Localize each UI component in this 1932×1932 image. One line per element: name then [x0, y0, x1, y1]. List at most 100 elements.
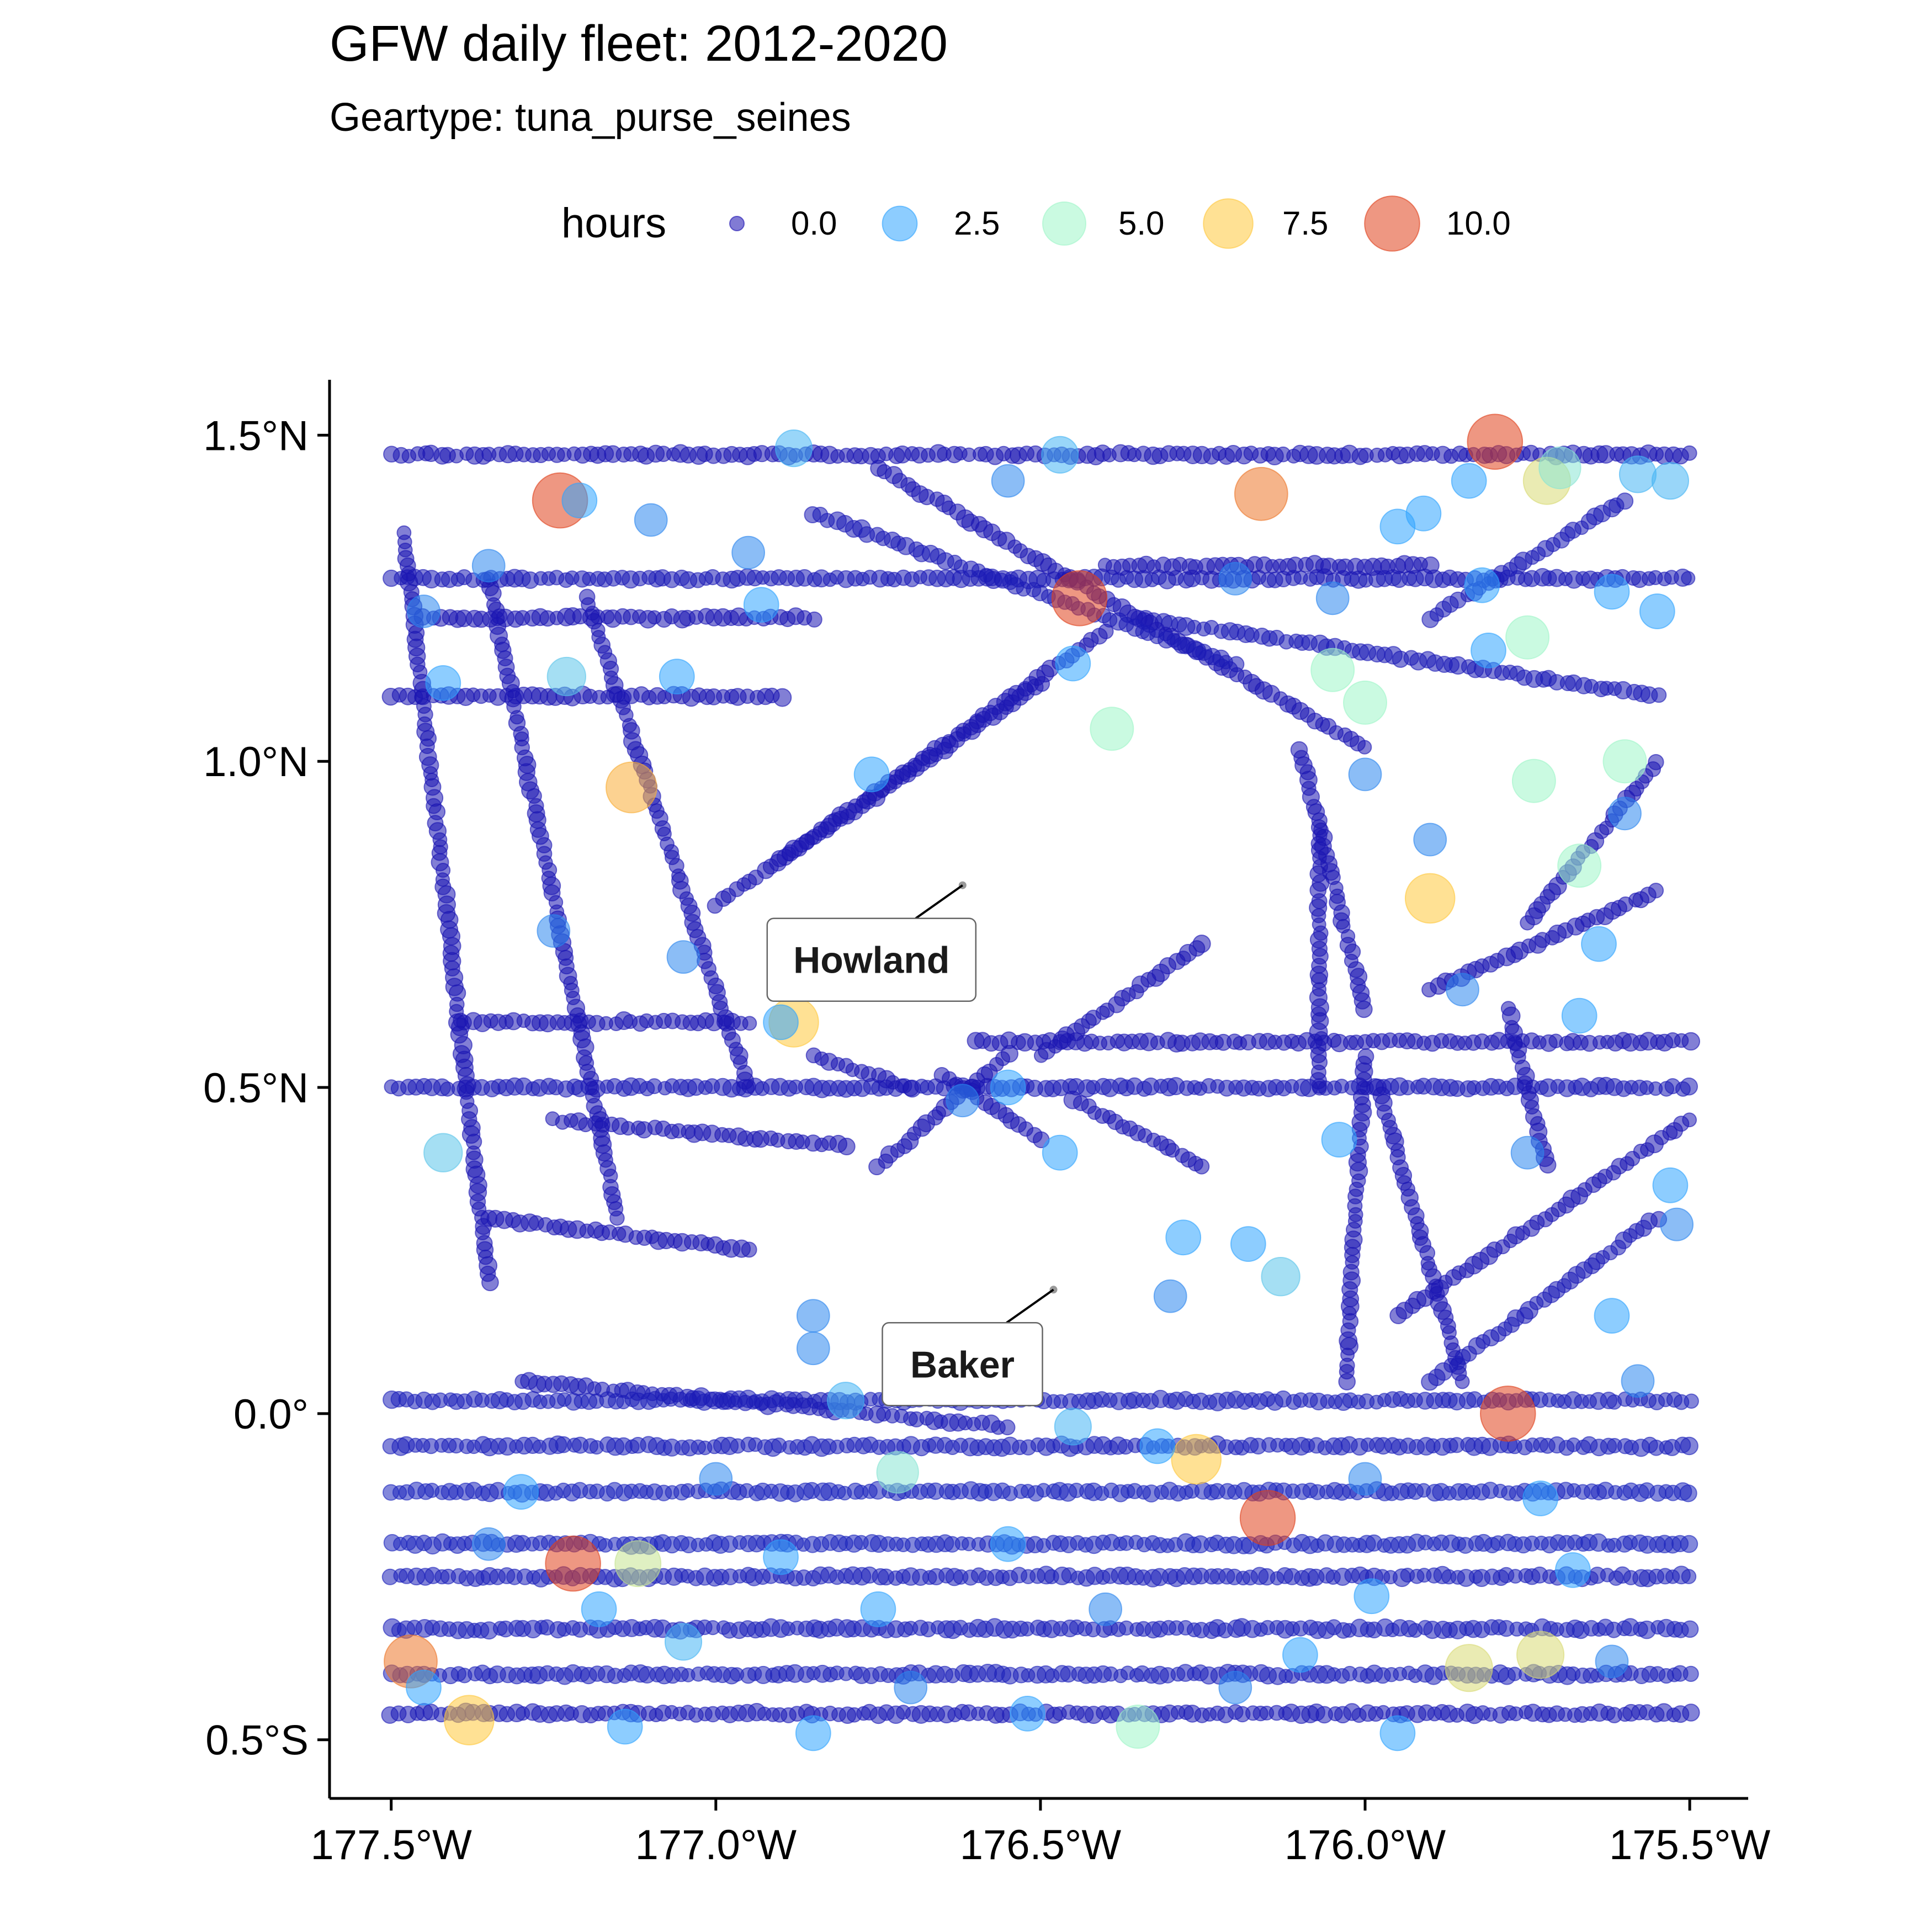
- data-point: [503, 1474, 539, 1510]
- track-point: [1682, 1112, 1697, 1128]
- data-point: [827, 1382, 865, 1420]
- legend-item: 2.5: [882, 205, 1000, 242]
- data-point: [1165, 1219, 1202, 1256]
- data-point: [1230, 1226, 1266, 1262]
- legend-swatch: [1364, 195, 1420, 252]
- data-point: [1511, 758, 1556, 803]
- data-point: [471, 549, 506, 583]
- data-point: [1451, 463, 1487, 499]
- label-text: Howland: [793, 940, 949, 981]
- annotations-layer: Howland Baker: [766, 881, 1058, 1406]
- data-point: [1595, 1644, 1629, 1679]
- data-point: [561, 482, 598, 518]
- legend-swatch: [729, 216, 745, 231]
- track-point: [1680, 1535, 1699, 1553]
- legend-item: 10.0: [1364, 195, 1511, 252]
- data-point: [1315, 581, 1350, 615]
- track-point: [1228, 656, 1245, 673]
- y-tick-label: 0.5°N: [203, 1065, 309, 1112]
- data-point: [1218, 562, 1252, 596]
- legend-items: 0.0 2.5 5.0 7.5 10.0: [729, 195, 1511, 252]
- data-point: [990, 1526, 1026, 1562]
- legend-label: 2.5: [954, 205, 1000, 242]
- data-point: [795, 1715, 831, 1751]
- track-point: [773, 688, 792, 707]
- data-point: [664, 1623, 703, 1661]
- track-point: [1338, 1373, 1356, 1390]
- data-point: [1446, 973, 1479, 1007]
- legend-item: 5.0: [1042, 201, 1164, 246]
- track-point: [837, 1138, 856, 1155]
- data-point: [894, 1670, 928, 1705]
- data-point: [1321, 1122, 1357, 1158]
- data-point: [1379, 1715, 1416, 1751]
- track-point: [741, 1079, 756, 1094]
- data-point: [990, 1069, 1026, 1106]
- data-point: [1555, 1552, 1591, 1588]
- track-point: [481, 1273, 499, 1292]
- data-point: [946, 1084, 980, 1118]
- data-point: [699, 1462, 733, 1496]
- data-point: [860, 1591, 896, 1627]
- track-point: [1681, 1032, 1700, 1051]
- legend-label: 0.0: [791, 205, 837, 242]
- data-point: [1413, 822, 1447, 857]
- data-point: [1051, 570, 1108, 627]
- data-point: [1239, 1490, 1296, 1546]
- data-point: [774, 429, 813, 468]
- data-point: [1116, 1705, 1160, 1749]
- axes: 177.5°W 177.0°W 176.5°W 176.0°W 175.5°W 1.5°…: [203, 380, 1771, 1869]
- data-point: [991, 464, 1025, 498]
- data-point: [1041, 436, 1079, 474]
- plot-area: Howland Baker: [381, 413, 1700, 1751]
- track-point: [1684, 1393, 1699, 1409]
- data-point: [796, 1331, 830, 1366]
- data-point: [1348, 1462, 1382, 1496]
- data-point: [1445, 1644, 1493, 1692]
- data-point: [1218, 1670, 1252, 1705]
- track-point: [741, 1241, 757, 1258]
- x-tick-label: 176.5°W: [960, 1822, 1122, 1869]
- tracks-layer: [381, 444, 1700, 1724]
- data-point: [614, 1540, 662, 1588]
- data-point: [853, 756, 890, 793]
- data-point: [796, 1299, 830, 1333]
- data-point: [1343, 680, 1387, 725]
- data-point: [1089, 1592, 1122, 1626]
- data-point: [471, 1527, 506, 1561]
- track-point: [609, 1211, 625, 1226]
- data-point: [1652, 1167, 1689, 1203]
- y-ticks: 1.5°N 1.0°N 0.5°N 0.0° 0.5°S: [203, 412, 330, 1764]
- data-point: [1471, 633, 1506, 668]
- data-point: [1581, 926, 1617, 962]
- data-point: [1282, 1637, 1318, 1673]
- data-point: [1618, 455, 1657, 493]
- data-point: [1234, 466, 1288, 521]
- track-point: [1680, 1436, 1699, 1456]
- track-point: [902, 1080, 919, 1097]
- data-point: [743, 587, 779, 623]
- legend-swatch: [882, 205, 918, 242]
- y-tick-label: 1.5°N: [203, 412, 309, 459]
- y-tick-label: 1.0°N: [203, 739, 309, 785]
- legend-label: 10.0: [1446, 205, 1511, 242]
- legend-swatch: [1042, 201, 1086, 246]
- legend-label: 7.5: [1282, 205, 1328, 242]
- label-box: [766, 917, 977, 1002]
- data-point: [1480, 1386, 1536, 1442]
- data-point: [1010, 1696, 1045, 1732]
- data-point: [581, 1591, 617, 1627]
- data-point: [444, 1695, 495, 1745]
- x-tick-label: 176.0°W: [1285, 1822, 1446, 1869]
- track-point: [999, 1419, 1016, 1436]
- data-point: [1621, 1364, 1655, 1398]
- data-point: [1310, 647, 1355, 692]
- label-box: [882, 1322, 1043, 1406]
- x-tick-label: 175.5°W: [1609, 1822, 1771, 1869]
- data-point: [545, 1535, 601, 1592]
- data-point: [407, 595, 440, 628]
- data-point: [1538, 446, 1581, 490]
- chart-subtitle: Geartype: tuna_purse_seines: [330, 95, 851, 140]
- track-point: [1000, 1044, 1019, 1063]
